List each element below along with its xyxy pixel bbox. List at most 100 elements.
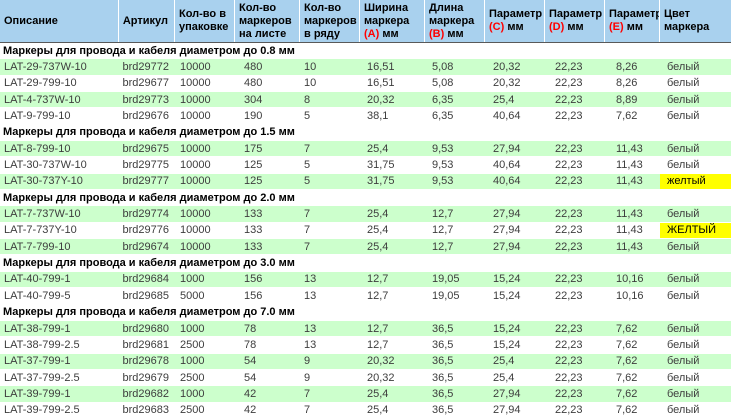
cell-markers-per-sheet: 78: [244, 322, 257, 335]
cell-pack-qty: 1000: [180, 355, 205, 368]
cell-param-e: 7,62: [616, 338, 638, 351]
cell-length-b: 36,5: [432, 338, 454, 351]
cell-width-a: 16,51: [367, 61, 395, 74]
cell-param-c: 40,64: [493, 159, 521, 172]
cell-width-a: 25,4: [367, 208, 389, 221]
cell-color: белый: [667, 273, 700, 286]
cell-article: brd29682: [122, 387, 170, 400]
col-header-width-a: Ширина маркера (A) мм: [360, 0, 425, 42]
cell-pack-qty: 10000: [180, 77, 211, 90]
cell-length-b: 5,08: [432, 61, 454, 74]
cell-param-c: 20,32: [493, 61, 521, 74]
cell-markers-per-sheet: 54: [244, 355, 257, 368]
param-letter-c: (C): [489, 21, 505, 33]
cell-param-d: 22,23: [555, 159, 583, 172]
cell-pack-qty: 10000: [180, 240, 211, 253]
cell-markers-per-row: 5: [304, 175, 311, 188]
cell-markers-per-row: 10: [304, 61, 317, 74]
cell-markers-per-row: 7: [304, 208, 311, 221]
cell-markers-per-row: 7: [304, 224, 311, 237]
param-letter-d: (D): [549, 21, 565, 33]
cell-description: LAT-30-737W-10: [4, 159, 87, 172]
param-letter-a: (A): [364, 27, 380, 40]
cell-param-d: 22,23: [555, 224, 583, 237]
cell-pack-qty: 1000: [180, 322, 205, 335]
cell-param-d: 22,23: [555, 273, 583, 286]
cell-param-d: 22,23: [555, 387, 583, 400]
col-header-article: Артикул: [119, 0, 175, 42]
table-row: LAT-9-799-10 brd29676 10000 190 5 38,1 6,35 40,…: [0, 108, 731, 125]
cell-param-c: 15,24: [493, 289, 521, 302]
cell-param-d: 22,23: [555, 142, 583, 155]
cell-markers-per-sheet: 480: [244, 61, 263, 74]
table-body: Маркеры для провода и кабеля диаметром д…: [0, 43, 731, 419]
cell-description: LAT-37-799-1: [4, 355, 71, 368]
cell-width-a: 25,4: [367, 224, 389, 237]
cell-width-a: 20,32: [367, 93, 395, 106]
cell-param-e: 8,26: [616, 61, 638, 74]
cell-length-b: 19,05: [432, 273, 460, 286]
cell-param-e: 10,16: [616, 289, 644, 302]
table-row: LAT-7-737Y-10 brd29776 10000 133 7 25,4 12,7 27…: [0, 222, 731, 240]
cell-markers-per-sheet: 480: [244, 77, 263, 90]
cell-pack-qty: 10000: [180, 93, 211, 106]
cell-param-c: 15,24: [493, 322, 521, 335]
col-header-param-d: Параметр (D) мм: [545, 0, 605, 42]
cell-markers-per-sheet: 175: [244, 142, 263, 155]
cell-width-a: 16,51: [367, 77, 395, 90]
cell-pack-qty: 10000: [180, 110, 211, 123]
cell-param-e: 7,62: [616, 387, 638, 400]
table-row: LAT-30-737Y-10 brd29777 10000 125 5 31,75 9,53…: [0, 173, 731, 191]
cell-description: LAT-7-799-10: [4, 240, 71, 253]
cell-article: brd29772: [122, 61, 170, 74]
cell-length-b: 36,5: [432, 404, 454, 417]
cell-width-a: 20,32: [367, 355, 395, 368]
cell-length-b: 36,5: [432, 322, 454, 335]
table-row: LAT-37-799-2.5 brd29679 2500 54 9 20,32 36,5 25…: [0, 369, 731, 387]
cell-length-b: 36,5: [432, 371, 454, 384]
cell-length-b: 12,7: [432, 224, 454, 237]
cell-markers-per-row: 9: [304, 371, 311, 384]
cell-article: brd29685: [122, 289, 170, 302]
cell-markers-per-row: 7: [304, 142, 311, 155]
cell-color: ЖЕЛТЫЙ: [660, 222, 731, 239]
cell-param-c: 15,24: [493, 273, 521, 286]
cell-length-b: 9,53: [432, 142, 454, 155]
cell-param-c: 20,32: [493, 77, 521, 90]
cell-length-b: 6,35: [432, 93, 454, 106]
table-row: LAT-39-799-2.5 brd29683 2500 42 7 25,4 36,5 27,…: [0, 402, 731, 419]
section-title: Маркеры для провода и кабеля диаметром д…: [3, 126, 295, 139]
table-row: LAT-8-799-10 brd29675 10000 175 7 25,4 9,53 27,…: [0, 141, 731, 158]
cell-color: белый: [667, 322, 700, 335]
cell-color: желтый: [660, 173, 731, 190]
cell-article: brd29674: [122, 240, 170, 253]
cell-param-e: 11,43: [616, 208, 643, 221]
cell-markers-per-sheet: 133: [244, 208, 263, 221]
cell-color: белый: [667, 355, 700, 368]
cell-markers-per-row: 9: [304, 355, 311, 368]
cell-param-e: 7,62: [616, 371, 638, 384]
cell-length-b: 12,7: [432, 240, 454, 253]
cell-param-d: 22,23: [555, 289, 583, 302]
col-header-description: Описание: [0, 0, 119, 42]
cell-param-e: 11,43: [616, 142, 643, 155]
cell-param-d: 22,23: [555, 175, 583, 188]
cell-param-d: 22,23: [555, 355, 583, 368]
cell-pack-qty: 10000: [180, 142, 211, 155]
cell-markers-per-sheet: 42: [244, 404, 257, 417]
cell-width-a: 25,4: [367, 240, 389, 253]
cell-param-e: 11,43: [616, 240, 643, 253]
cell-pack-qty: 2500: [180, 338, 205, 351]
cell-article: brd29675: [122, 142, 170, 155]
cell-color: белый: [667, 61, 700, 74]
cell-markers-per-sheet: 54: [244, 371, 257, 384]
cell-article: brd29684: [122, 273, 170, 286]
param-letter-e: (E): [609, 21, 624, 33]
cell-width-a: 20,32: [367, 371, 395, 384]
cell-markers-per-row: 5: [304, 110, 311, 123]
cell-article: brd29679: [122, 371, 170, 384]
cell-param-e: 7,62: [616, 355, 638, 368]
cell-article: brd29773: [122, 93, 170, 106]
cell-param-e: 7,62: [616, 110, 638, 123]
cell-description: LAT-8-799-10: [4, 142, 71, 155]
